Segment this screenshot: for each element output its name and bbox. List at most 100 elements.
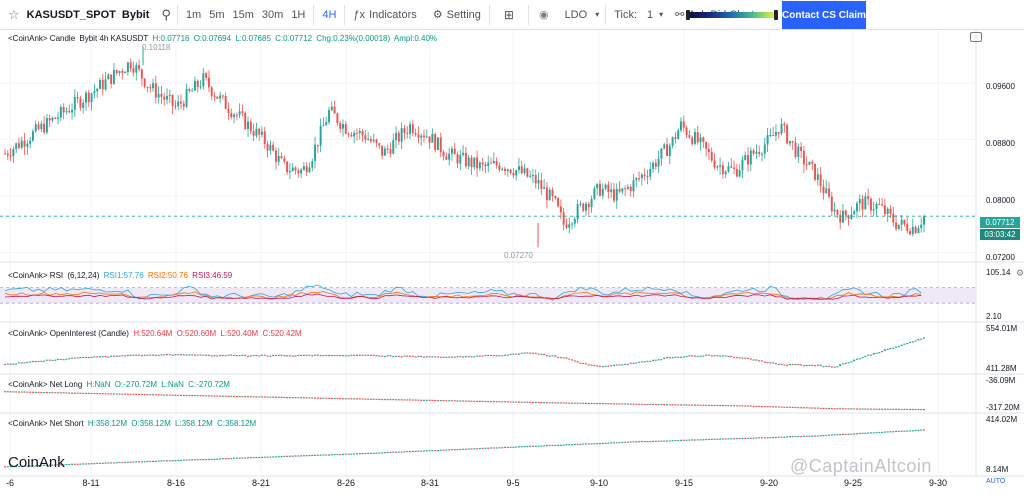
price-tick: 0.08800 [986, 139, 1015, 148]
timeframe-1h[interactable]: 1H [291, 8, 306, 21]
open-interest-candle [59, 358, 62, 360]
net-short-candle [710, 438, 713, 440]
net-long-candle [129, 393, 132, 395]
open-interest-candle [263, 354, 266, 356]
open-interest-candle [325, 354, 328, 357]
open-interest-candle [573, 360, 576, 362]
setting-button[interactable]: ⚙ Setting [425, 0, 489, 30]
timeframe-5m[interactable]: 5m [209, 8, 225, 21]
net-short-candle [152, 460, 155, 463]
net-long-candle [716, 404, 719, 407]
net-short-candle [660, 440, 663, 442]
price-candle [551, 189, 554, 197]
exchange-name[interactable]: Bybit [121, 8, 150, 21]
contact-cs-claim-button[interactable]: Contact CS Claim [782, 1, 866, 29]
net-long-candle [478, 400, 481, 402]
net-short-legend-low: L:358.12M [175, 419, 213, 428]
open-interest-candle [210, 355, 213, 357]
x-axis-label: 9-20 [759, 478, 779, 488]
eye-icon[interactable]: ◉ [538, 9, 549, 21]
price-candle [758, 151, 761, 155]
open-interest-candle [850, 361, 853, 363]
symbol-name[interactable]: KASUSDT_SPOT [26, 8, 116, 21]
net-short-candle [794, 435, 797, 438]
net-short-candles [4, 429, 925, 468]
open-interest-candle [629, 362, 632, 364]
net-short-candle [135, 461, 138, 463]
net-long-candle [680, 404, 682, 406]
heatmap-gradient-slider[interactable] [686, 10, 778, 20]
timeframe-30m[interactable]: 30m [261, 8, 284, 21]
slider-handle-left[interactable] [686, 10, 690, 20]
slider-handle-right[interactable] [774, 10, 778, 20]
net-long-candle [618, 403, 621, 405]
net-long-candle [733, 405, 736, 407]
net-long-candle [182, 394, 185, 397]
net-long-legend: <CoinAnk> Net Long H:NaN O:-270.72M L:Na… [8, 380, 232, 389]
coinank-logo: CoinAnk [8, 454, 65, 471]
timeframe-15m[interactable]: 15m [232, 8, 254, 21]
indicators-button[interactable]: ƒx Indicators [345, 0, 424, 30]
net-long-candle [409, 399, 412, 401]
net-short-candle [73, 463, 76, 465]
price-candle [325, 122, 328, 126]
timeframe-4h[interactable]: 4H [314, 0, 344, 30]
net-long-candle [126, 393, 129, 395]
net-long-candle [9, 391, 12, 393]
net-long-candle [610, 403, 613, 405]
auto-scale-button[interactable]: AUTO [986, 478, 1006, 485]
net-short-candle [445, 449, 448, 451]
tick-select[interactable]: Tick: 1 ▾ [606, 0, 671, 30]
settings-gear-icon[interactable]: ⚙ [1016, 268, 1024, 278]
price-candle [143, 78, 146, 87]
open-interest-candle [40, 360, 43, 363]
open-interest-candle [291, 355, 294, 357]
camera-icon[interactable] [970, 32, 982, 42]
net-long-candle [414, 399, 417, 401]
price-candle [227, 108, 230, 113]
net-long-candle [397, 399, 400, 401]
net-short-candle [721, 438, 724, 440]
net-short-candle [693, 439, 696, 441]
price-candle [467, 157, 470, 167]
open-interest-candle [185, 354, 188, 356]
net-long-candle [531, 401, 534, 404]
price-candle [663, 144, 666, 149]
price-candle [833, 209, 836, 212]
coin-select[interactable]: LDO ▾ [559, 0, 606, 30]
open-interest-candle [272, 354, 275, 357]
net-long-candle [174, 394, 177, 396]
timeframe-1m[interactable]: 1m [185, 8, 202, 21]
favorite-star-icon[interactable]: ☆ [8, 6, 20, 22]
net-long-candle [238, 396, 241, 398]
net-short-legend-open: O:358.12M [131, 419, 171, 428]
net-long-candle [224, 395, 227, 397]
net-long-candle [484, 400, 487, 403]
open-interest-candle [431, 356, 434, 358]
price-candle [652, 162, 655, 169]
layout-grid-icon[interactable]: ⊞ [503, 7, 514, 22]
price-candle [420, 135, 423, 138]
price-candle [347, 133, 350, 135]
net-short-candle [459, 448, 462, 451]
net-long-candle [319, 397, 322, 399]
net-long-candle [23, 391, 26, 393]
net-long-candle [93, 392, 96, 395]
net-long-candle [643, 403, 646, 406]
open-interest-candle [328, 354, 330, 357]
net-long-candle [702, 404, 705, 406]
net-long-candle [501, 401, 504, 403]
net-short-candle [132, 461, 135, 463]
net-short-candle [188, 459, 191, 461]
net-long-candle [272, 396, 275, 398]
net-short-candle [529, 445, 532, 447]
open-interest-candle [333, 354, 336, 357]
open-interest-candle [691, 355, 694, 357]
search-icon[interactable]: ⚲ [161, 6, 171, 22]
x-axis-label: -6 [5, 478, 15, 488]
net-long-candle [554, 402, 557, 404]
net-long-candle [654, 403, 657, 406]
price-candle [174, 105, 177, 107]
open-interest-candle [923, 337, 925, 339]
